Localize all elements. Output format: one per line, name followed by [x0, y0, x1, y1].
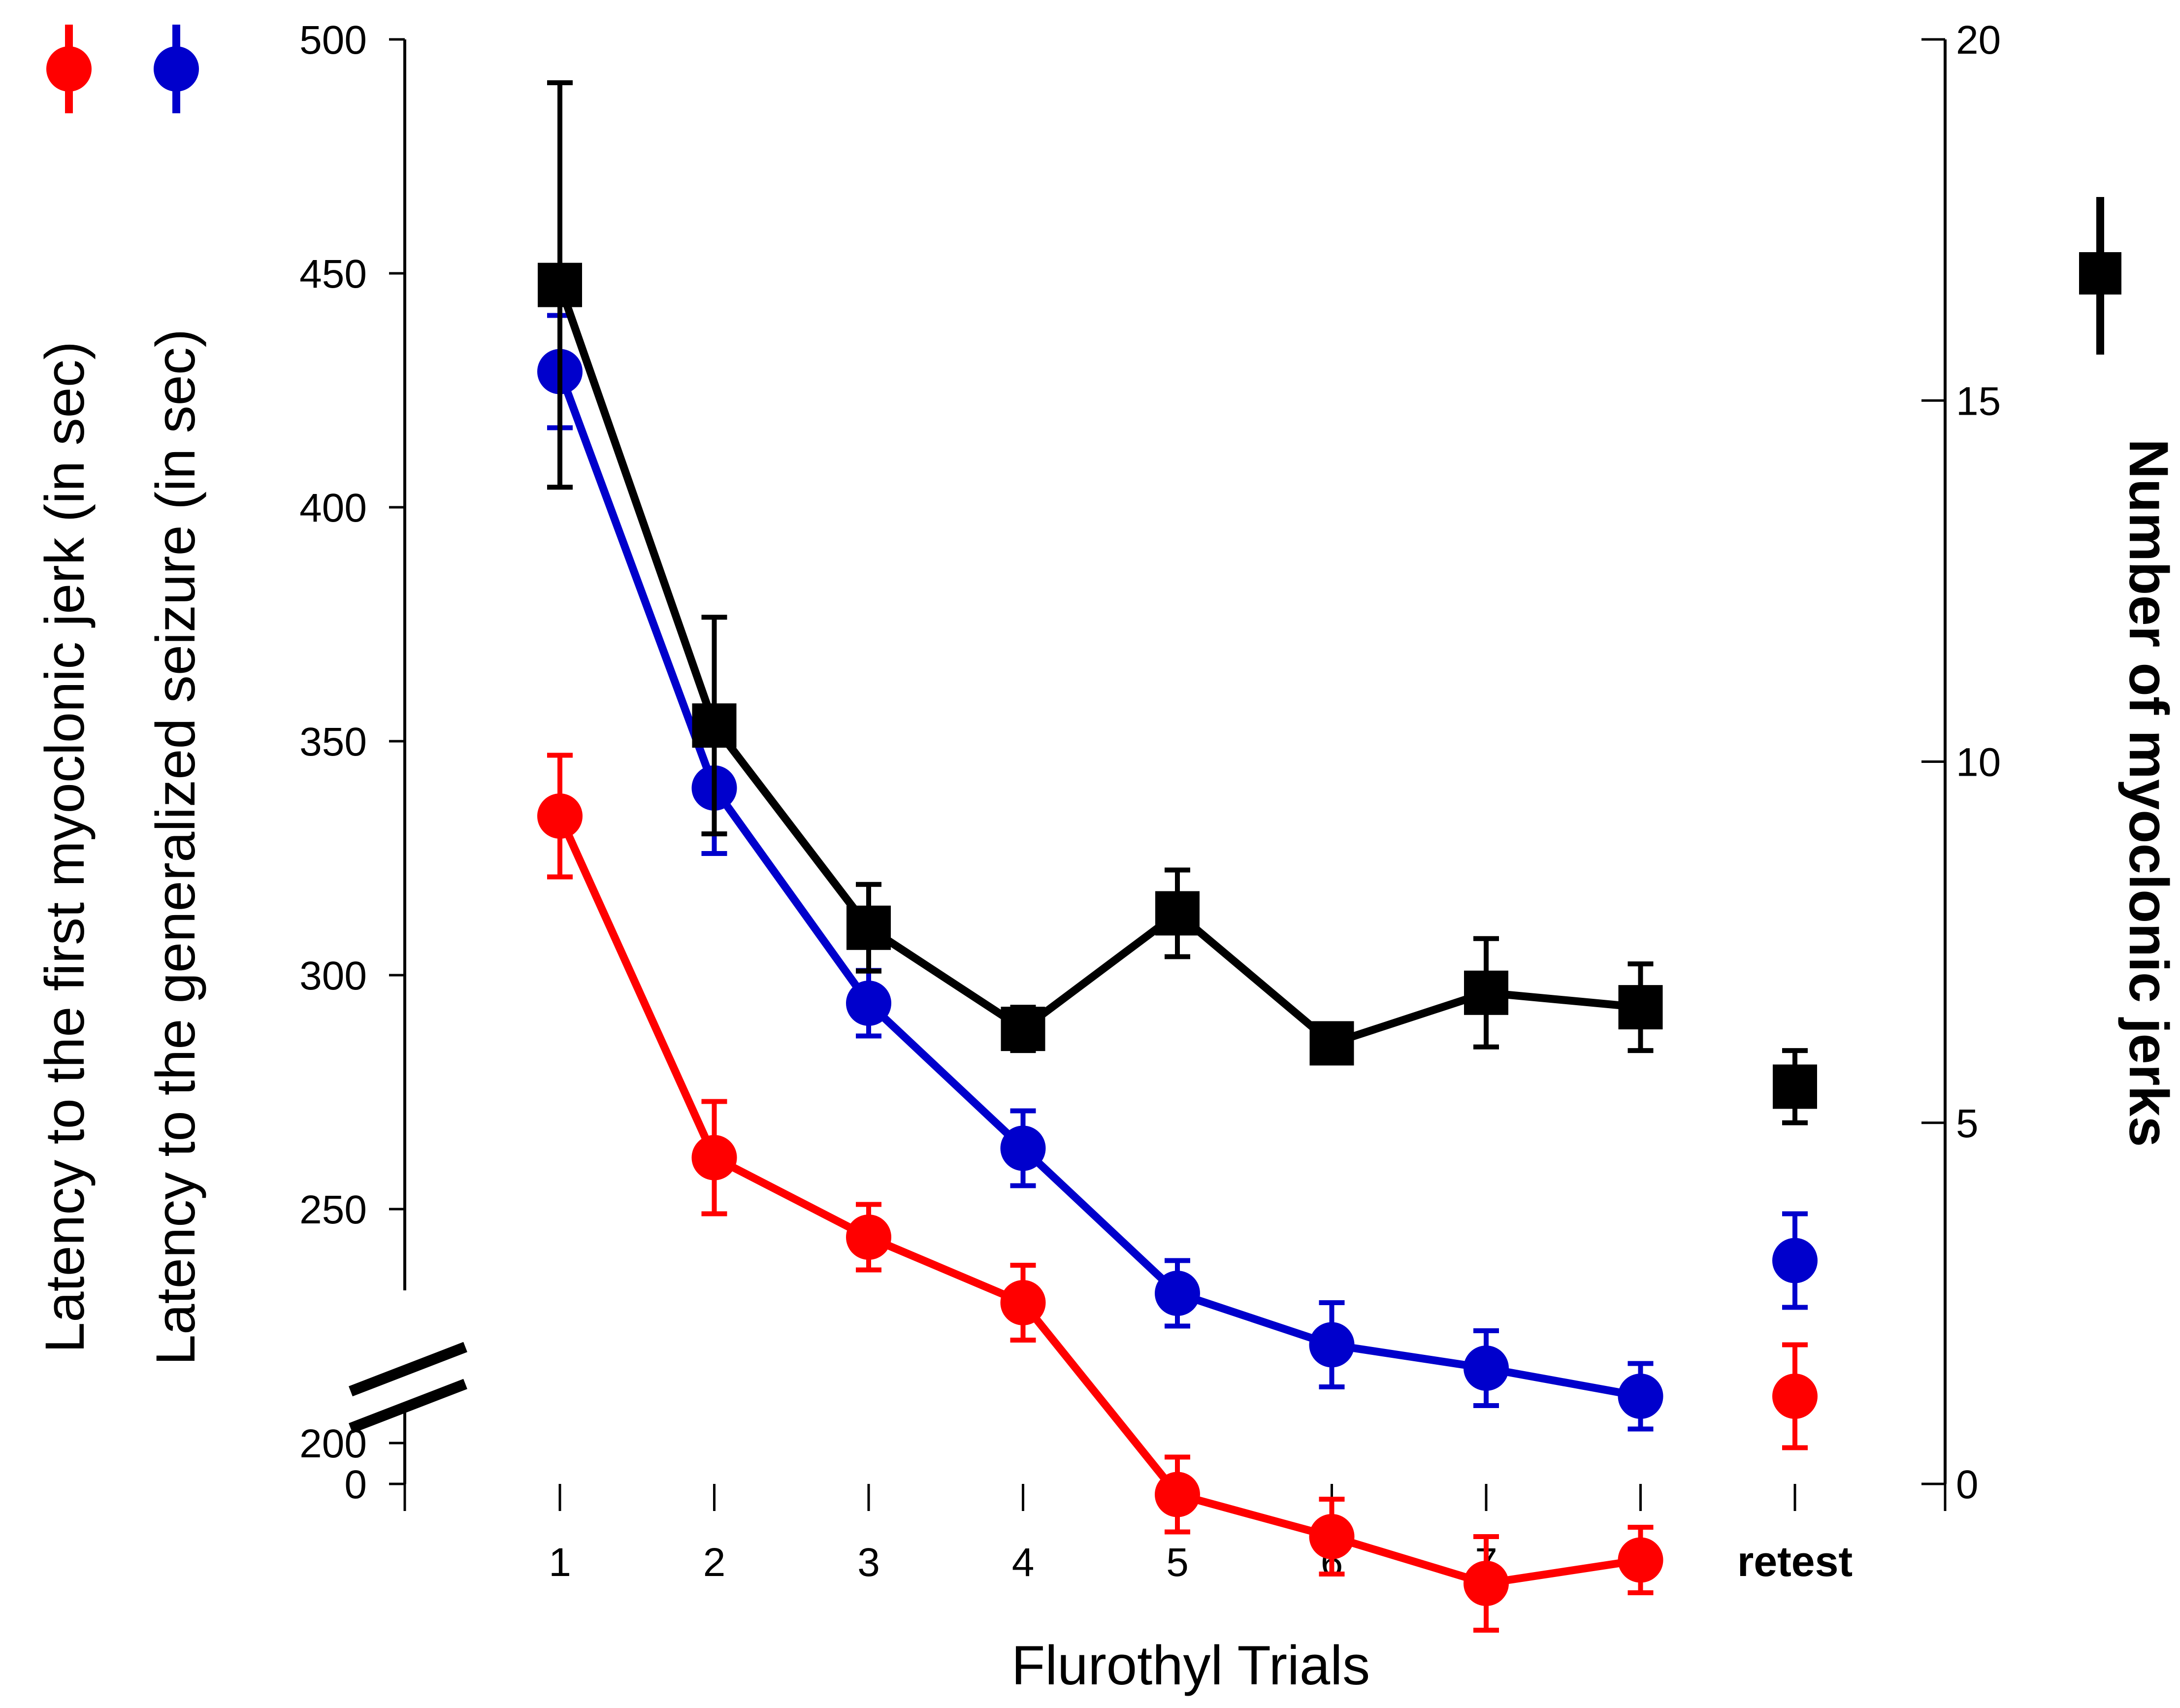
data-point — [1155, 1271, 1200, 1316]
data-point — [691, 1135, 737, 1181]
data-point — [1309, 1021, 1354, 1066]
data-point — [1000, 1280, 1046, 1325]
data-point — [846, 1215, 891, 1260]
legend-first-jerk-symbol — [46, 25, 92, 113]
data-point — [1155, 891, 1200, 936]
axis-break-mark-lower — [349, 1379, 467, 1434]
left-tick-label: 300 — [299, 953, 367, 998]
axis-break-mark-upper — [349, 1342, 467, 1397]
data-point — [1309, 1322, 1355, 1368]
x-tick-label: 1 — [549, 1540, 571, 1585]
left-tick-label: 500 — [299, 18, 367, 63]
right-tick-label: 0 — [1956, 1462, 1979, 1507]
left-tick-label: 450 — [299, 252, 367, 296]
data-point — [692, 703, 737, 748]
left-tick-label: 250 — [299, 1187, 367, 1232]
series-myoclonic-jerks — [538, 80, 1817, 1125]
data-point — [1464, 970, 1508, 1015]
data-point — [1000, 1125, 1046, 1171]
left-axis-title-generalized-seizure: Latency to the generalized seizure (in s… — [145, 329, 206, 1365]
left-tick-label: 400 — [299, 486, 367, 530]
data-point — [1772, 1238, 1818, 1283]
data-point — [537, 793, 583, 839]
right-tick-label: 15 — [1956, 379, 2001, 424]
axis-break-marks — [349, 1342, 467, 1434]
x-tick-label: 2 — [703, 1540, 726, 1585]
series-line — [556, 370, 1641, 1400]
series-generalized-seizure — [537, 313, 1818, 1432]
series-line — [556, 283, 1641, 1048]
data-point — [1309, 1514, 1355, 1559]
left-axis-title-first-jerk: Latency to the first myoclonic jerk (in … — [34, 341, 96, 1353]
data-point — [1618, 985, 1663, 1030]
x-tick-label: retest — [1737, 1538, 1853, 1585]
data-point — [846, 981, 891, 1026]
series-first-jerk — [537, 753, 1818, 1633]
data-point — [1155, 1472, 1200, 1517]
data-point — [1618, 1374, 1663, 1419]
data-point — [846, 905, 891, 950]
data-point — [1464, 1346, 1509, 1391]
x-tick-label: 3 — [857, 1540, 880, 1585]
series-layer — [537, 80, 1818, 1633]
left-tick-label: 350 — [299, 720, 367, 764]
x-axis-title: Flurothyl Trials — [1011, 1635, 1370, 1696]
data-point — [538, 263, 582, 307]
right-tick-label: 10 — [1956, 740, 2001, 785]
series-line — [556, 814, 1641, 1587]
data-point — [1464, 1561, 1509, 1606]
x-tick-label: 4 — [1012, 1540, 1035, 1585]
data-point — [1618, 1537, 1663, 1583]
right-y-axis: 0 5 10 15 20 — [1921, 18, 2001, 1507]
legend-myoclonic-jerks-symbol — [2079, 197, 2121, 355]
left-tick-label: 0 — [344, 1462, 367, 1507]
data-point — [1001, 1007, 1045, 1051]
right-tick-label: 20 — [1956, 18, 2001, 63]
data-point — [1773, 1064, 1817, 1109]
right-axis-title: Number of myoclonic jerks — [2118, 439, 2180, 1147]
legend-generalized-seizure-symbol — [154, 25, 199, 113]
right-tick-label: 5 — [1956, 1101, 1979, 1146]
data-point — [1772, 1374, 1818, 1419]
x-tick-label: 5 — [1166, 1540, 1189, 1585]
